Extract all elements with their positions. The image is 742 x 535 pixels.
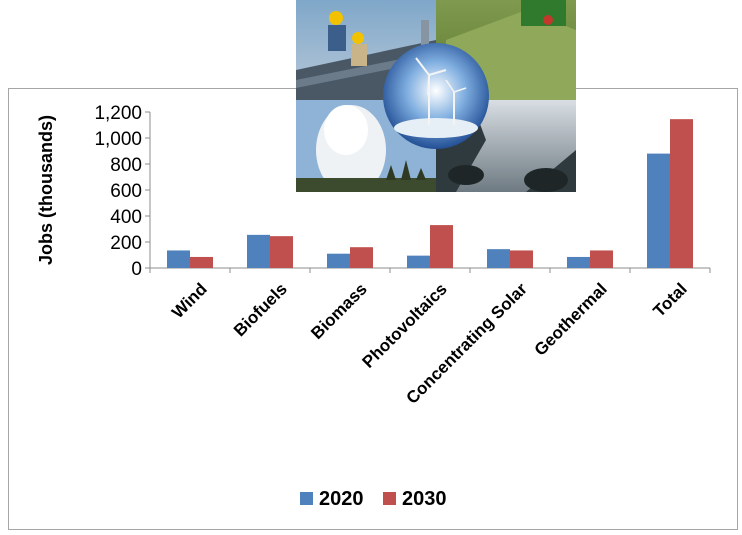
bar-2030-photovoltaics — [430, 225, 453, 268]
y-tick-label: 400 — [110, 207, 142, 228]
bar-2020-total — [647, 153, 670, 268]
bar-2030-concentrating-solar — [510, 250, 533, 268]
y-tick-label: 200 — [110, 233, 142, 254]
bar-2030-total — [670, 119, 693, 269]
x-category-label: Biomass — [307, 279, 371, 343]
y-axis-title-group: Jobs (thousands) — [36, 115, 56, 265]
y-axis-title: Jobs (thousands) — [36, 115, 56, 265]
x-category-label: Wind — [168, 279, 211, 322]
bar-2030-geothermal — [590, 250, 613, 268]
x-category-label: Biofuels — [230, 279, 291, 340]
bar-2020-geothermal — [567, 256, 590, 268]
bar-2030-biofuels — [270, 236, 293, 268]
renewable-energy-collage — [296, 0, 576, 192]
x-category-label: Geothermal — [531, 279, 611, 359]
legend-swatch-2030 — [383, 492, 396, 505]
y-tick-label: 1,200 — [94, 103, 142, 124]
legend-label-2030: 2030 — [402, 488, 447, 510]
y-tick-label: 800 — [110, 155, 142, 176]
legend-label-2020: 2020 — [319, 488, 364, 510]
y-ticks: 0 200 400 600 800 1,000 1,200 — [94, 103, 150, 280]
legend-swatch-2020 — [300, 492, 313, 505]
legend: 2020 2030 — [300, 488, 447, 510]
bar-2030-wind — [190, 256, 213, 268]
bars — [167, 119, 693, 269]
bar-2030-biomass — [350, 247, 373, 268]
bar-2020-wind — [167, 250, 190, 268]
y-tick-label: 1,000 — [94, 129, 142, 150]
bar-2020-concentrating-solar — [487, 249, 510, 268]
y-tick-label: 600 — [110, 181, 142, 202]
bar-2020-biomass — [327, 253, 350, 268]
collage-image — [296, 0, 576, 192]
x-category-label: Photovoltaics — [359, 279, 451, 371]
x-labels: Wind Biofuels BiomassPhotovoltaicsConcentr… — [168, 279, 691, 408]
y-tick-label: 0 — [131, 259, 142, 280]
x-category-label: Total — [650, 279, 691, 320]
bar-2020-photovoltaics — [407, 255, 430, 268]
bar-2020-biofuels — [247, 234, 270, 268]
